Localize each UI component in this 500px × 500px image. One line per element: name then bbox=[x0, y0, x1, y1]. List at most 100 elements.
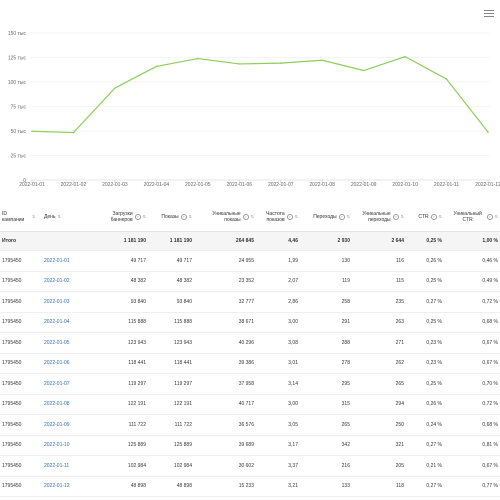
day-link[interactable]: 2022-01-04 bbox=[44, 319, 70, 326]
cell-unique-ctr: 0,46 % bbox=[444, 250, 500, 272]
cell-clicks: 295 bbox=[300, 373, 352, 395]
day-link[interactable]: 2022-01-03 bbox=[44, 298, 70, 305]
sort-icon[interactable]: ⇅ bbox=[250, 214, 254, 219]
col-unique-ctr[interactable]: Уникальный CTR? ⇅ bbox=[444, 203, 500, 232]
cell-unique-impressions: 32 777 bbox=[194, 291, 256, 313]
cell-unique-impressions: 38 671 bbox=[194, 312, 256, 333]
day-link[interactable]: 2022-01-05 bbox=[44, 339, 70, 346]
col-frequency[interactable]: Частота показов? ⇅ bbox=[256, 203, 300, 232]
help-icon[interactable]: ? bbox=[486, 214, 493, 220]
data-point bbox=[31, 130, 33, 133]
cell-campaign-id: 1795450 bbox=[0, 353, 42, 374]
day-link[interactable]: 2022-01-08 bbox=[44, 401, 70, 408]
cell-unique-impressions: 40 296 bbox=[194, 332, 256, 354]
col-ctr[interactable]: CTR? ⇅ bbox=[406, 203, 444, 232]
cell-loads: 118 441 bbox=[94, 353, 148, 374]
cell-frequency: 3,00 bbox=[256, 394, 300, 415]
cell-unique-ctr: 0,72 % bbox=[444, 291, 500, 313]
cell-loads: 115 888 bbox=[94, 312, 148, 333]
cell-day: 2022-01-03 bbox=[42, 291, 94, 313]
cell-unique-ctr: 0,68 % bbox=[444, 312, 500, 333]
help-icon[interactable]: ? bbox=[392, 214, 399, 220]
cell-frequency: 2,86 bbox=[256, 291, 300, 313]
cell-unique-clicks: 116 bbox=[352, 250, 406, 272]
cell-clicks: 119 bbox=[300, 271, 352, 292]
cell-unique-impressions: 39 689 bbox=[194, 435, 256, 456]
col-campaign-id[interactable]: ID кампании ⇅ bbox=[0, 203, 42, 232]
sort-icon[interactable]: ⇅ bbox=[32, 214, 36, 219]
sort-icon[interactable]: ⇅ bbox=[346, 214, 350, 219]
cell-clicks: 130 bbox=[300, 250, 352, 272]
cell-frequency: 3,00 bbox=[256, 312, 300, 333]
sort-icon[interactable]: ⇅ bbox=[438, 214, 442, 219]
x-tick-label: 2022-01-04 bbox=[144, 182, 170, 188]
day-link[interactable]: 2022-01-02 bbox=[44, 278, 70, 285]
total-day bbox=[42, 231, 94, 251]
sort-icon[interactable]: ⇅ bbox=[142, 214, 146, 219]
cell-impressions: 48 382 bbox=[148, 271, 194, 292]
col-unique-impressions-label: Уникальные показы bbox=[212, 211, 241, 223]
col-unique-impressions[interactable]: Уникальные показы? ⇅ bbox=[194, 203, 256, 232]
col-loads[interactable]: Загрузки баннеров? ⇅ bbox=[94, 203, 148, 232]
day-link[interactable]: 2022-01-10 bbox=[44, 442, 70, 449]
cell-loads: 48 898 bbox=[94, 476, 148, 497]
sort-icon[interactable]: ⇅ bbox=[294, 214, 298, 219]
cell-unique-impressions: 30 602 bbox=[194, 455, 256, 477]
x-tick-label: 2022-01-08 bbox=[309, 182, 335, 188]
help-icon[interactable]: ? bbox=[430, 214, 437, 220]
x-tick-label: 2022-01-02 bbox=[61, 182, 87, 188]
cell-unique-clicks: 262 bbox=[352, 353, 406, 374]
col-day-label: День bbox=[44, 214, 56, 220]
total-ctr: 0,25 % bbox=[406, 231, 444, 251]
cell-unique-clicks: 271 bbox=[352, 332, 406, 354]
cell-day: 2022-01-06 bbox=[42, 353, 94, 374]
col-day[interactable]: День ⇅ bbox=[42, 203, 94, 232]
cell-day: 2022-01-12 bbox=[42, 476, 94, 497]
table-row: 1795450 2022-01-01 49 717 49 717 24 955 1,99 1… bbox=[0, 250, 500, 272]
x-tick-label: 2022-01-01 bbox=[19, 182, 45, 188]
data-point bbox=[155, 65, 158, 68]
help-icon[interactable]: ? bbox=[338, 214, 345, 220]
cell-frequency: 3,01 bbox=[256, 353, 300, 374]
sort-icon[interactable]: ⇅ bbox=[57, 214, 61, 219]
cell-unique-ctr: 0,67 % bbox=[444, 332, 500, 354]
day-link[interactable]: 2022-01-07 bbox=[44, 380, 70, 387]
cell-clicks: 216 bbox=[300, 455, 352, 477]
y-tick-label: 125 тыс bbox=[8, 56, 27, 62]
cell-impressions: 102 984 bbox=[148, 455, 194, 477]
help-icon[interactable]: ? bbox=[180, 214, 187, 220]
cell-day: 2022-01-02 bbox=[42, 271, 94, 292]
col-impressions-label: Показы bbox=[161, 214, 179, 220]
col-unique-ctr-label: Уникальный CTR bbox=[453, 211, 482, 223]
day-link[interactable]: 2022-01-11 bbox=[44, 462, 70, 469]
cell-clicks: 258 bbox=[300, 291, 352, 313]
cell-campaign-id: 1795450 bbox=[0, 414, 42, 436]
sort-icon[interactable]: ⇅ bbox=[494, 214, 498, 219]
help-icon[interactable]: ? bbox=[134, 214, 141, 220]
cell-unique-clicks: 235 bbox=[352, 291, 406, 313]
data-point bbox=[321, 59, 323, 62]
cell-impressions: 123 943 bbox=[148, 332, 194, 354]
cell-unique-clicks: 250 bbox=[352, 414, 406, 436]
help-icon[interactable]: ? bbox=[242, 214, 249, 220]
x-tick-label: 2022-01-06 bbox=[226, 182, 252, 188]
cell-ctr: 0,25 % bbox=[406, 271, 444, 292]
cell-unique-impressions: 24 955 bbox=[194, 250, 256, 272]
day-link[interactable]: 2022-01-01 bbox=[44, 257, 70, 264]
day-link[interactable]: 2022-01-09 bbox=[44, 421, 70, 428]
col-impressions[interactable]: Показы? ⇅ bbox=[148, 203, 194, 232]
col-clicks[interactable]: Переходы? ⇅ bbox=[300, 203, 352, 232]
cell-unique-impressions: 15 233 bbox=[194, 476, 256, 497]
sort-icon[interactable]: ⇅ bbox=[188, 214, 192, 219]
y-tick-label: 0 bbox=[23, 178, 26, 184]
col-unique-clicks[interactable]: Уникальные переходы? ⇅ bbox=[352, 203, 406, 232]
day-link[interactable]: 2022-01-12 bbox=[44, 483, 70, 490]
cell-unique-impressions: 36 576 bbox=[194, 414, 256, 436]
cell-day: 2022-01-04 bbox=[42, 312, 94, 333]
data-point bbox=[279, 62, 282, 64]
day-link[interactable]: 2022-01-06 bbox=[44, 360, 70, 367]
chart-menu-icon[interactable] bbox=[484, 10, 494, 18]
sort-icon[interactable]: ⇅ bbox=[400, 214, 404, 219]
cell-campaign-id: 1795450 bbox=[0, 476, 42, 497]
help-icon[interactable]: ? bbox=[286, 214, 293, 220]
